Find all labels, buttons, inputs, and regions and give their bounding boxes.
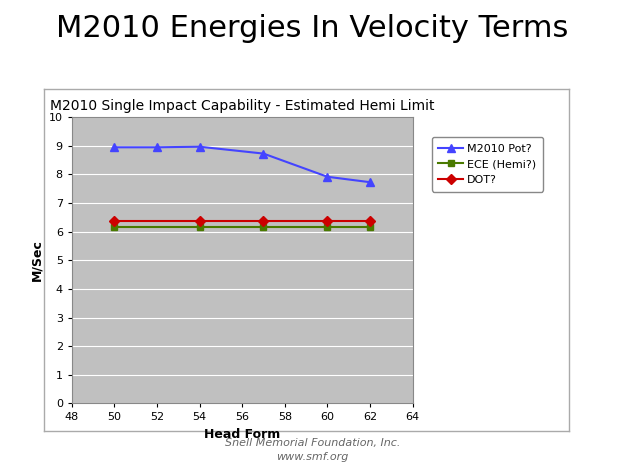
DOT? [111, 218, 118, 224]
Line: ECE (Hemi?): ECE (Hemi?) [111, 223, 373, 230]
M2010 Pot? [196, 144, 203, 150]
DOT? [366, 218, 374, 224]
M2010 Pot? [153, 144, 161, 150]
ECE (Hemi?) [366, 224, 374, 229]
Text: www.smf.org: www.smf.org [276, 452, 349, 462]
M2010 Pot? [111, 144, 118, 150]
M2010 Pot? [260, 151, 268, 156]
DOT? [196, 218, 203, 224]
ECE (Hemi?) [196, 224, 203, 229]
M2010 Pot? [366, 179, 374, 185]
Text: M2010 Energies In Velocity Terms: M2010 Energies In Velocity Terms [56, 14, 569, 43]
DOT? [260, 218, 268, 224]
Title: M2010 Single Impact Capability - Estimated Hemi Limit: M2010 Single Impact Capability - Estimat… [50, 99, 434, 113]
ECE (Hemi?) [324, 224, 331, 229]
Text: Snell Memorial Foundation, Inc.: Snell Memorial Foundation, Inc. [225, 438, 400, 448]
Legend: M2010 Pot?, ECE (Hemi?), DOT?: M2010 Pot?, ECE (Hemi?), DOT? [432, 137, 543, 191]
M2010 Pot? [324, 174, 331, 180]
Line: M2010 Pot?: M2010 Pot? [110, 143, 374, 186]
X-axis label: Head Form: Head Form [204, 428, 280, 441]
ECE (Hemi?) [111, 224, 118, 229]
Line: DOT?: DOT? [111, 217, 373, 224]
ECE (Hemi?) [260, 224, 268, 229]
DOT? [324, 218, 331, 224]
Y-axis label: M/Sec: M/Sec [30, 239, 43, 281]
